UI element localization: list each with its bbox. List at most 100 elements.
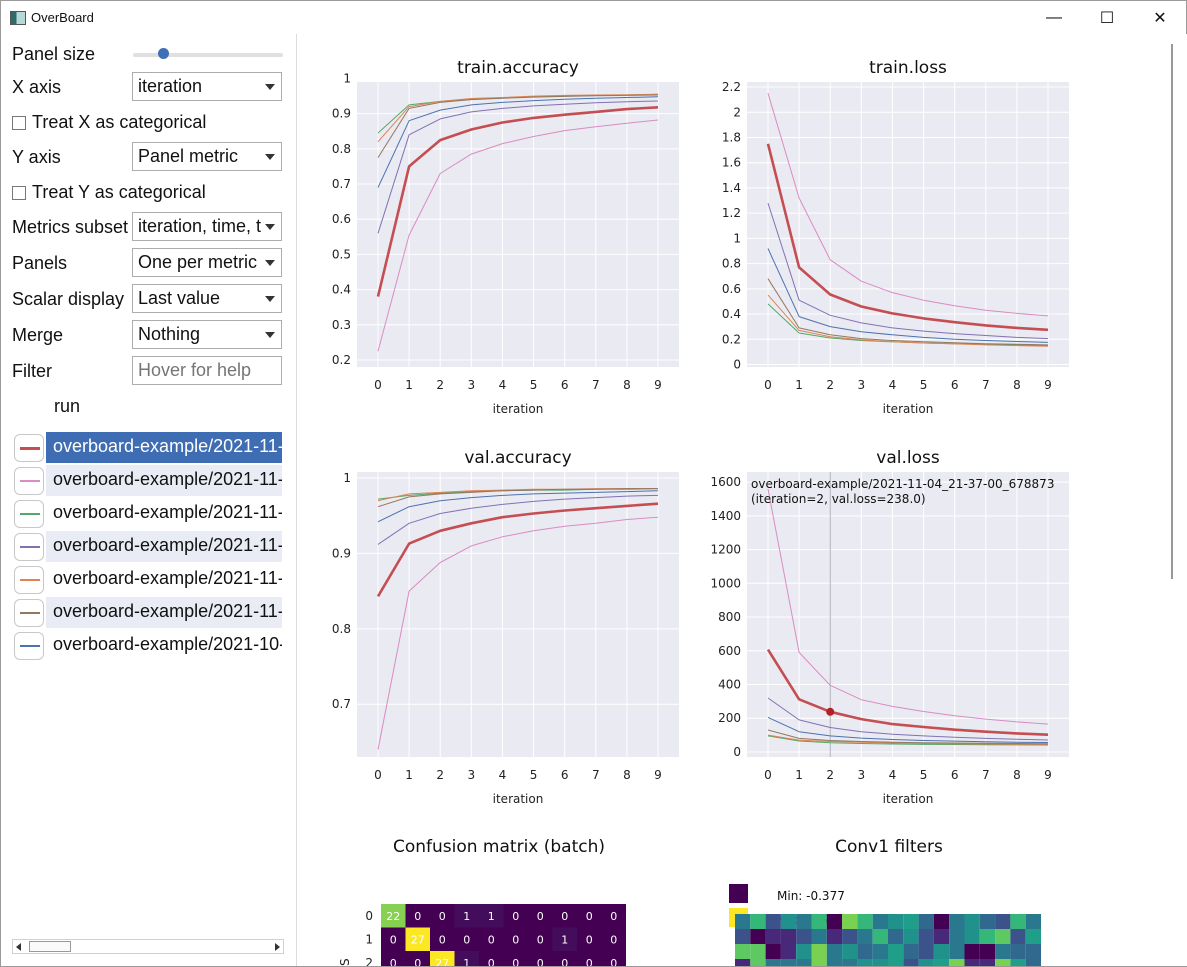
y-tick-label: 0.7 [332,697,351,711]
metrics-subset-select[interactable]: iteration, time, t [132,212,282,241]
y-tick-label: 600 [718,644,741,658]
filter-pixel [872,959,888,966]
series-line [767,278,1049,346]
treat-y-categorical-checkbox[interactable]: Treat Y as categorical [12,182,206,203]
plot-background [357,82,679,367]
x-tick-label: 7 [592,378,600,392]
merge-select[interactable]: Nothing [132,320,282,349]
filter-pixel [780,959,797,966]
scrollbar-thumb[interactable] [1171,44,1173,579]
legend-label: Min: -0.377 [777,889,845,903]
matrix-cell [405,927,430,951]
run-row[interactable]: overboard-example/2021-11-04_21-37-00_67… [10,432,285,463]
maximize-button[interactable]: ☐ [1099,9,1115,27]
panel-size-slider-handle[interactable] [158,48,169,59]
run-color-swatch[interactable] [14,599,44,627]
filter-pixel [979,944,996,959]
run-column-header[interactable]: run [54,396,81,416]
matrix-cell-value: 0 [537,910,544,923]
filter-input[interactable] [132,356,282,385]
y-tick-label: 0 [733,357,741,371]
scroll-right-icon[interactable] [275,943,280,951]
matrix-cell [430,951,455,966]
scroll-left-icon[interactable] [16,943,21,951]
y-tick-label: 1200 [710,543,741,557]
matrix-cell [479,951,504,966]
filter-pixel [842,959,858,966]
y-tick-label: 1400 [710,509,741,523]
filter-pixel [826,914,843,929]
panel-size-slider[interactable] [133,53,283,57]
treat-x-categorical-checkbox[interactable]: Treat X as categorical [12,112,206,133]
run-row[interactable]: overboard-example/2021-10- [10,630,285,661]
filter-pixel [964,959,980,966]
close-button[interactable]: ✕ [1153,9,1167,27]
series-line [767,697,1049,741]
x-axis-label: iteration [493,792,544,806]
run-name: overboard-example/2021-11- [53,568,282,588]
x-tick-label: 8 [1013,378,1021,392]
matrix-cell [454,927,479,951]
vertical-scrollbar[interactable] [1171,34,1187,966]
y-tick-label: 2.2 [722,80,741,94]
filter-pixel [888,914,904,929]
y-tick-label: 0.3 [332,318,351,332]
run-row[interactable]: overboard-example/2021-11- [10,498,285,529]
checkbox-icon [12,185,26,200]
hover-tooltip-value: (iteration=2, val.loss=238.0) [751,492,926,506]
row-label: 1 [365,933,373,947]
plots-canvas[interactable]: train.accuracy 0 1 2 3 4 5 6 7 8 9 0.2 0.3 0.4 0.5 0.6 0… [297,34,1171,966]
x-tick-label: 0 [374,378,382,392]
x-axis-select[interactable]: iteration [132,72,282,101]
minimize-button[interactable]: — [1046,8,1062,26]
horizontal-scrollbar[interactable] [12,939,284,954]
run-color-line [20,612,40,614]
filter-pixel [811,914,827,929]
run-name: overboard-example/2021-11-04_21-37-00_67… [46,432,282,463]
filter-pixel [872,944,888,959]
matrix-cell [430,904,455,928]
chevron-down-icon [265,332,275,338]
run-color-swatch[interactable] [14,500,44,528]
chevron-down-icon [265,260,275,266]
filter-pixel [933,959,950,966]
run-name: overboard-example/2021-10- [53,634,282,654]
x-tick-label: 8 [1013,768,1021,782]
x-tick-label: 5 [920,378,928,392]
y-tick-label: 2 [733,105,741,119]
matrix-cell-value: 27 [435,957,449,966]
y-tick-label: 400 [718,677,741,691]
chart-val-accuracy: val.accuracy 0 1 2 3 4 5 6 7 8 9 0.7 0.8 0.9 1 iteratio… [332,448,679,806]
filter-pixel [735,914,751,929]
panel-splitter[interactable] [296,34,297,966]
run-row[interactable]: overboard-example/2021-11- [10,597,285,628]
x-tick-label: 6 [561,768,569,782]
panels-select[interactable]: One per metric [132,248,282,277]
run-color-swatch[interactable] [14,434,44,462]
matrix-cell-value: 27 [411,934,425,947]
series-line [766,143,1049,332]
filter-pixel [888,929,904,944]
chevron-down-icon [265,296,275,302]
filter-pixel [842,944,858,959]
run-row[interactable]: overboard-example/2021-11- [10,531,285,562]
run-color-swatch[interactable] [14,533,44,561]
title-bar[interactable]: OverBoard — ☐ ✕ [1,1,1186,34]
matrix-cell-value: 0 [488,934,495,947]
y-axis-select[interactable]: Panel metric [132,142,282,171]
run-color-swatch[interactable] [14,566,44,594]
matrix-cell [381,904,406,928]
filter-pixel [918,944,934,959]
matrix-cell-value: 0 [586,910,593,923]
run-row[interactable]: overboard-example/2021-11- [10,564,285,595]
run-row[interactable]: overboard-example/2021-11- [10,465,285,496]
chevron-down-icon [265,84,275,90]
run-color-swatch[interactable] [14,632,44,660]
scalar-display-select[interactable]: Last value [132,284,282,313]
y-tick-label: 0.9 [332,546,351,560]
run-color-swatch[interactable] [14,467,44,495]
matrix-cell [577,904,602,928]
scrollbar-thumb[interactable] [29,941,71,952]
plot-background [747,472,1069,757]
matrix-cell [503,904,528,928]
